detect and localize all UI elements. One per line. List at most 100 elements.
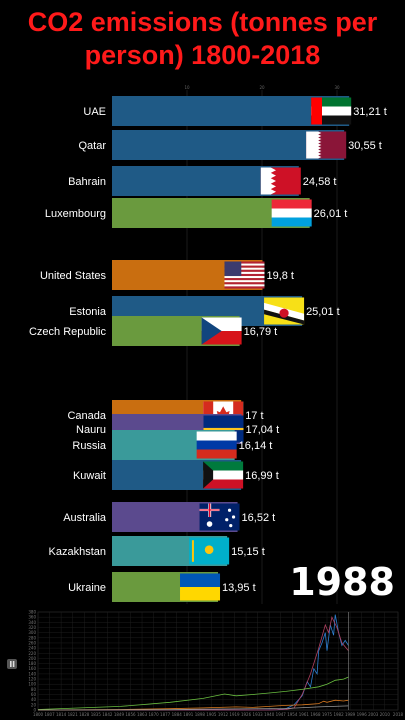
history-y-tick: 220	[28, 651, 36, 656]
bar-value-label: 16,14 t	[239, 440, 273, 452]
bar-ukraine: Ukraine 13,95 t	[68, 572, 256, 602]
bars: UAE 31,21 t Qatar 30,55 t Bahrain 24,58 t Luxe…	[29, 96, 387, 602]
history-y-tick: 340	[28, 620, 36, 625]
history-x-tick: 1814	[56, 712, 67, 717]
history-y-tick: 380	[28, 610, 36, 615]
flag-icon	[199, 503, 240, 531]
bar-value-label: 16,79 t	[244, 326, 278, 338]
history-y-tick: 140	[28, 671, 36, 676]
flag-icon	[203, 461, 244, 489]
bar-value-label: 16,99 t	[245, 470, 279, 482]
bar-rect	[112, 96, 350, 126]
history-y-tick: 0	[33, 708, 36, 713]
bar-luxembourg: Luxembourg 26,01 t	[45, 198, 347, 228]
axis-tick-label: 10	[184, 85, 190, 90]
bar-label: Czech Republic	[29, 326, 107, 338]
history-y-tick: 120	[28, 677, 36, 682]
history-series-line	[37, 699, 349, 711]
bar-russia: Russia 16,14 t	[72, 430, 272, 460]
flag-icon	[201, 317, 242, 345]
bar-bahrain: Bahrain 24,58 t	[68, 166, 336, 196]
history-x-tick: 1877	[160, 712, 171, 717]
history-x-tick: 1905	[206, 712, 217, 717]
bar-value-label: 31,21 t	[353, 106, 387, 118]
bar-value-label: 15,15 t	[231, 546, 265, 558]
history-line-chart: 0204060801001201401601802002202402602803…	[7, 610, 404, 718]
history-y-tick: 200	[28, 656, 36, 661]
history-x-tick: 1912	[218, 712, 229, 717]
flag-icon	[271, 199, 312, 227]
bar-uae: UAE 31,21 t	[83, 96, 387, 126]
history-x-tick: 1996	[357, 712, 368, 717]
flag-icon	[189, 537, 230, 565]
bar-label: Bahrain	[68, 176, 106, 188]
history-x-tick: 1898	[195, 712, 206, 717]
history-x-tick: 1940	[264, 712, 275, 717]
bar-label: Nauru	[76, 424, 106, 436]
history-y-tick: 320	[28, 625, 36, 630]
history-x-tick: 2003	[368, 712, 379, 717]
bar-value-label: 30,55 t	[348, 140, 382, 152]
flag-icon	[224, 261, 265, 289]
history-x-tick: 1856	[125, 712, 136, 717]
history-y-tick: 280	[28, 635, 36, 640]
history-x-tick: 1835	[91, 712, 102, 717]
bar-chart-race: 10 20 30 UAE 31,21 t Qatar 30,55 t Bahrain 24,5…	[29, 85, 387, 604]
history-x-tick: 1863	[137, 712, 148, 717]
bar-value-label: 17 t	[245, 410, 263, 422]
history-x-tick: 1870	[149, 712, 160, 717]
bar-label: Qatar	[78, 140, 106, 152]
flag-icon	[260, 167, 301, 195]
history-x-tick: 1989	[345, 712, 356, 717]
history-x-tick: 1884	[172, 712, 183, 717]
history-y-tick: 100	[28, 682, 36, 687]
bar-value-label: 17,04 t	[246, 424, 280, 436]
history-x-tick: 1975	[322, 712, 333, 717]
bar-label: United States	[40, 270, 107, 282]
bar-australia: Australia 16,52 t	[63, 502, 275, 532]
year-label: 1988	[289, 560, 395, 604]
history-series-line	[38, 614, 349, 711]
history-y-tick: 240	[28, 646, 36, 651]
history-x-tick: 1933	[253, 712, 264, 717]
history-x-tick: 1800	[33, 712, 44, 717]
bar-value-label: 26,01 t	[314, 208, 348, 220]
history-series-line	[37, 705, 349, 711]
flag-icon	[311, 97, 352, 125]
history-series-line	[38, 615, 349, 711]
bar-united-states: United States 19,8 t	[40, 260, 294, 290]
history-x-tick: 1828	[79, 712, 90, 717]
history-x-tick: 1968	[310, 712, 321, 717]
flag-icon	[196, 431, 237, 459]
bar-kuwait: Kuwait 16,99 t	[73, 460, 279, 490]
history-x-tick: 1919	[229, 712, 240, 717]
bar-label: Ukraine	[68, 582, 106, 594]
bar-value-label: 24,58 t	[303, 176, 337, 188]
bar-value-label: 25,01 t	[306, 306, 340, 318]
bar-label: Estonia	[69, 306, 107, 318]
bar-label: Canada	[67, 410, 106, 422]
history-x-tick: 1954	[287, 712, 298, 717]
pause-icon[interactable]	[7, 659, 17, 669]
history-y-tick: 180	[28, 661, 36, 666]
history-x-tick: 1807	[44, 712, 55, 717]
history-x-tick: 2010	[380, 712, 391, 717]
axis-tick-label: 30	[334, 85, 340, 90]
bar-qatar: Qatar 30,55 t	[78, 130, 382, 160]
bar-label: Russia	[72, 440, 107, 452]
history-x-tick: 1891	[183, 712, 194, 717]
bar-label: Luxembourg	[45, 208, 106, 220]
history-x-tick: 1961	[299, 712, 310, 717]
bar-kazakhstan: Kazakhstan 15,15 t	[49, 536, 265, 566]
bar-value-label: 16,52 t	[242, 512, 276, 524]
history-series-line	[37, 676, 349, 710]
history-y-tick: 80	[31, 687, 37, 692]
bar-rect	[112, 130, 345, 160]
chart-title: CO2 emissions (tonnes per person) 1800-2…	[27, 7, 378, 70]
history-x-tick: 1947	[276, 712, 287, 717]
history-y-tick: 40	[31, 697, 37, 702]
history-x-tick: 1982	[333, 712, 344, 717]
history-x-tick: 2018	[393, 712, 404, 717]
history-y-tick: 300	[28, 630, 36, 635]
history-axes: 0204060801001201401601802002202402602803…	[28, 610, 403, 718]
